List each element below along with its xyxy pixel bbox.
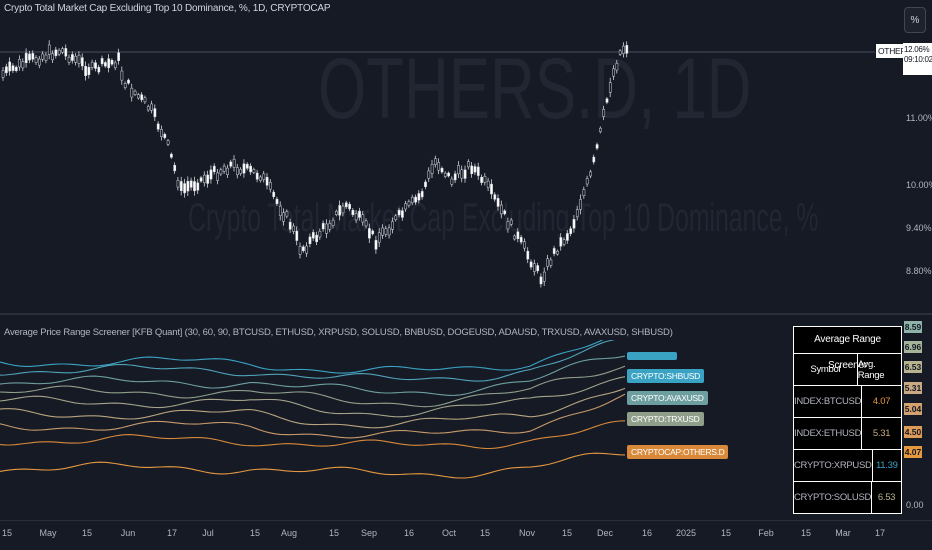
time-tick: 17 xyxy=(874,528,886,538)
time-tick: Aug xyxy=(280,528,298,538)
time-tick: 15 xyxy=(249,528,261,538)
range-cell: 6.53 xyxy=(877,492,896,503)
time-tick: 16 xyxy=(641,528,653,538)
time-tick: Jul xyxy=(202,528,214,538)
price-tick: 9.40% xyxy=(906,223,932,233)
price-tick: 8.80% xyxy=(906,266,932,276)
line-label: CRYPTOCAP:OTHERS.D xyxy=(627,445,729,459)
watermark-symbol: OTHERS.D, 1D xyxy=(318,41,752,137)
range-cell: 4.07 xyxy=(872,396,891,407)
symbol-cell: INDEX:ETHUSD xyxy=(794,418,863,449)
price-tick: 10.00% xyxy=(906,180,932,190)
time-tick: May xyxy=(39,528,57,538)
bar-countdown: 09:10:02 xyxy=(904,55,932,64)
column-header-range: Avg. Range xyxy=(857,358,885,381)
indicator-lines xyxy=(0,340,626,479)
symbol-cell: INDEX:BTCUSD xyxy=(794,386,863,417)
table-row: CRYPTO:SOLUSD 6.53 xyxy=(794,482,901,513)
time-tick: 15 xyxy=(479,528,491,538)
axis-badge: 6.53 xyxy=(904,361,922,373)
indicator-zero-tick: 0.00 xyxy=(906,500,924,510)
screener-header-row: Symbol Avg. Range xyxy=(794,354,901,386)
time-tick: Oct xyxy=(441,528,457,538)
time-tick: Jun xyxy=(120,528,136,538)
last-price-tag: 12.06% 09:10:02 xyxy=(903,43,932,75)
screener-table: Average Range Screener Symbol Avg. Range… xyxy=(793,326,902,514)
line-label: CRYPTO:TRXUSD xyxy=(627,412,704,426)
line-label: CRYPTO:SHBUSD xyxy=(627,369,704,383)
time-tick: Dec xyxy=(596,528,614,538)
time-tick: Nov xyxy=(518,528,536,538)
axis-badge: 5.31 xyxy=(904,382,922,394)
time-tick: 15 xyxy=(561,528,573,538)
time-tick: 15 xyxy=(81,528,93,538)
price-candles xyxy=(1,40,629,288)
symbol-cell: CRYPTO:SOLUSD xyxy=(794,482,873,513)
time-axis-divider xyxy=(0,520,932,521)
time-tick: 15 xyxy=(720,528,732,538)
chart-title: Crypto Total Market Cap Excluding Top 10… xyxy=(4,3,331,14)
time-tick: Sep xyxy=(360,528,378,538)
symbol-cell: CRYPTO:XRPUSD xyxy=(794,450,873,481)
time-tick: 15 xyxy=(800,528,812,538)
axis-badge: 4.07 xyxy=(904,446,922,458)
indicator-title[interactable]: Average Price Range Screener [KFB Quant]… xyxy=(4,327,673,338)
axis-badge: 5.04 xyxy=(904,403,922,415)
axis-badge: 4.50 xyxy=(904,426,922,438)
price-tick: 11.00% xyxy=(906,113,932,123)
price-axis[interactable]: 11.00% 10.00% 9.40% 8.80% xyxy=(902,0,932,312)
time-tick: 15 xyxy=(328,528,340,538)
time-tick: Mar xyxy=(835,528,851,538)
time-tick: 15 xyxy=(1,528,13,538)
axis-badge: 6.96 xyxy=(904,341,922,353)
table-row: INDEX:BTCUSD 4.07 xyxy=(794,386,901,418)
screener-title: Average Range Screener xyxy=(794,327,901,371)
range-cell: 11.39 xyxy=(876,460,898,471)
time-axis[interactable]: 15 May 15 Jun 17 Jul 15 Aug 15 Sep 16 Oct 15 Nov 15 Dec… xyxy=(0,524,932,550)
last-price-value: 12.06% xyxy=(904,45,930,54)
time-tick: 2025 xyxy=(675,528,697,538)
line-label: CRYPTO:AVAXUSD xyxy=(627,391,708,405)
percent-scale-button[interactable]: % xyxy=(904,7,926,33)
line-label-hidden xyxy=(627,352,677,360)
axis-badge: 8.59 xyxy=(904,321,922,333)
column-header-symbol: Symbol xyxy=(794,354,858,385)
table-row: INDEX:ETHUSD 5.31 xyxy=(794,418,901,450)
time-tick: 16 xyxy=(403,528,415,538)
time-tick: Feb xyxy=(758,528,774,538)
price-chart[interactable] xyxy=(0,0,900,312)
time-tick: 17 xyxy=(166,528,178,538)
table-row: CRYPTO:XRPUSD 11.39 xyxy=(794,450,901,482)
range-cell: 5.31 xyxy=(872,428,891,439)
pane-divider[interactable] xyxy=(0,313,932,315)
